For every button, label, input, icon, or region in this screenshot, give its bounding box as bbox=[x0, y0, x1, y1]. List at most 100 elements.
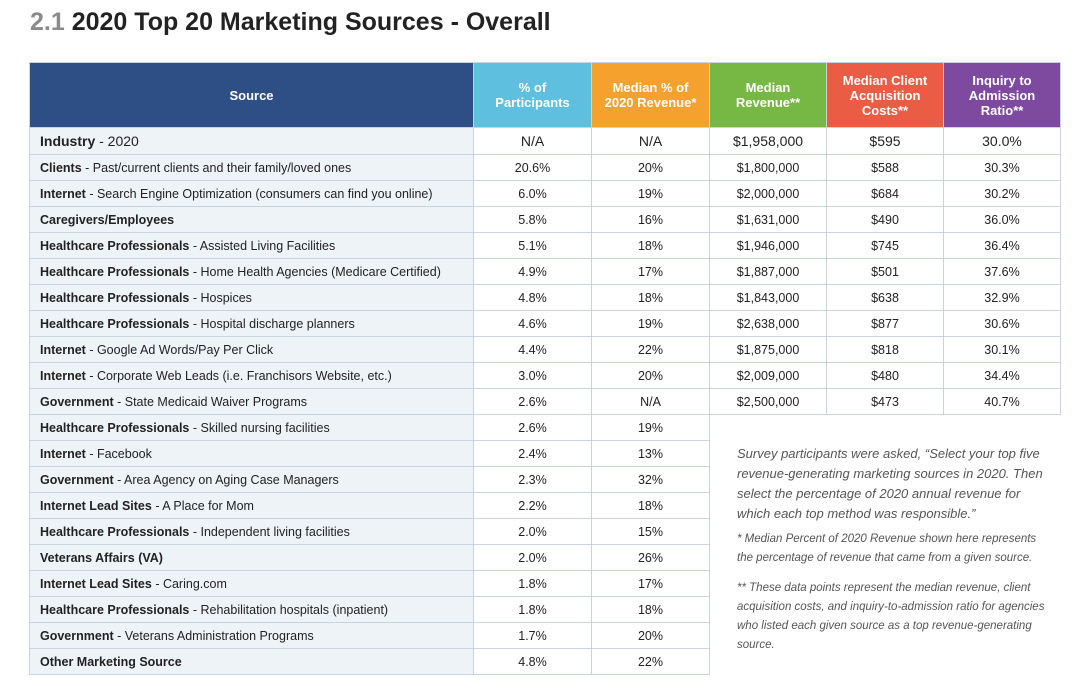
survey-question-note: Survey participants were asked, “Select … bbox=[737, 446, 1043, 521]
empty-cell bbox=[709, 414, 1061, 441]
median-revenue-cell: $1,631,000 bbox=[709, 206, 827, 233]
source-cell: Healthcare Professionals - Rehabilitatio… bbox=[29, 596, 474, 623]
participants-cell: 4.6% bbox=[473, 310, 592, 337]
median-revenue-cell: $1,958,000 bbox=[709, 127, 827, 155]
median-pct-cell: 18% bbox=[591, 492, 710, 519]
empty-cell bbox=[709, 622, 1061, 649]
source-cell: Caregivers/Employees bbox=[29, 206, 474, 233]
source-cell: Internet - Google Ad Words/Pay Per Click bbox=[29, 336, 474, 363]
participants-cell: 2.4% bbox=[473, 440, 592, 467]
source-cell: Internet Lead Sites - A Place for Mom bbox=[29, 492, 474, 519]
source-cell: Healthcare Professionals - Assisted Livi… bbox=[29, 232, 474, 259]
inquiry-ratio-cell: 37.6% bbox=[943, 258, 1061, 285]
median-pct-cell: 16% bbox=[591, 206, 710, 233]
table-row: Healthcare Professionals - Rehabilitatio… bbox=[29, 596, 1061, 623]
header-participants: % of Participants bbox=[473, 62, 592, 128]
participants-cell: 2.0% bbox=[473, 544, 592, 571]
survey-notes: Survey participants were asked, “Select … bbox=[737, 444, 1052, 655]
acquisition-cost-cell: $588 bbox=[826, 154, 944, 181]
inquiry-ratio-cell: 30.0% bbox=[943, 127, 1061, 155]
header-acquisition-costs: Median Client Acquisition Costs** bbox=[826, 62, 944, 128]
participants-cell: 5.8% bbox=[473, 206, 592, 233]
table-row: Other Marketing Source 4.8% 22% bbox=[29, 648, 1061, 675]
acquisition-cost-cell: $595 bbox=[826, 127, 944, 155]
empty-cell bbox=[709, 466, 1061, 493]
source-cell: Other Marketing Source bbox=[29, 648, 474, 675]
source-cell: Internet - Corporate Web Leads (i.e. Fra… bbox=[29, 362, 474, 389]
table-row: Internet - Search Engine Optimization (c… bbox=[29, 180, 1061, 207]
acquisition-cost-cell: $480 bbox=[826, 362, 944, 389]
median-revenue-cell: $2,000,000 bbox=[709, 180, 827, 207]
acquisition-cost-cell: $638 bbox=[826, 284, 944, 311]
header-median-revenue: Median Revenue** bbox=[709, 62, 827, 128]
median-pct-cell: 22% bbox=[591, 648, 710, 675]
table-row: Internet - Corporate Web Leads (i.e. Fra… bbox=[29, 362, 1061, 389]
source-cell: Internet - Facebook bbox=[29, 440, 474, 467]
inquiry-ratio-cell: 34.4% bbox=[943, 362, 1061, 389]
median-revenue-cell: $1,875,000 bbox=[709, 336, 827, 363]
median-pct-cell: 20% bbox=[591, 154, 710, 181]
participants-cell: 2.6% bbox=[473, 414, 592, 441]
header-median-pct: Median % of 2020 Revenue* bbox=[591, 62, 710, 128]
empty-cell bbox=[709, 648, 1061, 675]
inquiry-ratio-cell: 40.7% bbox=[943, 388, 1061, 415]
empty-cell bbox=[709, 518, 1061, 545]
median-pct-cell: 19% bbox=[591, 414, 710, 441]
participants-cell: 4.8% bbox=[473, 284, 592, 311]
participants-cell: 1.8% bbox=[473, 570, 592, 597]
empty-cell bbox=[709, 570, 1061, 597]
median-revenue-cell: $1,887,000 bbox=[709, 258, 827, 285]
median-revenue-cell: $2,500,000 bbox=[709, 388, 827, 415]
acquisition-cost-cell: $490 bbox=[826, 206, 944, 233]
table-row: Veterans Affairs (VA) 2.0% 26% bbox=[29, 544, 1061, 571]
table-row: Healthcare Professionals - Home Health A… bbox=[29, 258, 1061, 285]
marketing-sources-table: Source % of Participants Median % of 202… bbox=[29, 62, 1061, 675]
footnote-median-revenue: ** These data points represent the media… bbox=[737, 582, 1045, 651]
source-cell: Industry - 2020 bbox=[29, 127, 474, 155]
participants-cell: 2.0% bbox=[473, 518, 592, 545]
source-cell: Government - Area Agency on Aging Case M… bbox=[29, 466, 474, 493]
inquiry-ratio-cell: 32.9% bbox=[943, 284, 1061, 311]
median-revenue-cell: $1,946,000 bbox=[709, 232, 827, 259]
inquiry-ratio-cell: 36.4% bbox=[943, 232, 1061, 259]
header-inquiry-ratio: Inquiry to Admission Ratio** bbox=[943, 62, 1061, 128]
source-cell: Healthcare Professionals - Home Health A… bbox=[29, 258, 474, 285]
section-number: 2.1 bbox=[30, 8, 65, 36]
median-pct-cell: 20% bbox=[591, 622, 710, 649]
header-row: Source % of Participants Median % of 202… bbox=[29, 62, 1061, 128]
participants-cell: 1.7% bbox=[473, 622, 592, 649]
median-revenue-cell: $1,800,000 bbox=[709, 154, 827, 181]
median-pct-cell: N/A bbox=[591, 388, 710, 415]
header-source: Source bbox=[29, 62, 474, 128]
source-cell: Veterans Affairs (VA) bbox=[29, 544, 474, 571]
empty-cell bbox=[709, 492, 1061, 519]
source-cell: Healthcare Professionals - Skilled nursi… bbox=[29, 414, 474, 441]
acquisition-cost-cell: $818 bbox=[826, 336, 944, 363]
median-pct-cell: 22% bbox=[591, 336, 710, 363]
participants-cell: 4.4% bbox=[473, 336, 592, 363]
table-row: Healthcare Professionals - Assisted Livi… bbox=[29, 232, 1061, 259]
source-cell: Internet Lead Sites - Caring.com bbox=[29, 570, 474, 597]
median-revenue-cell: $1,843,000 bbox=[709, 284, 827, 311]
participants-cell: 2.3% bbox=[473, 466, 592, 493]
source-cell: Government - Veterans Administration Pro… bbox=[29, 622, 474, 649]
industry-row: Industry - 2020 N/A N/A $1,958,000 $595 … bbox=[29, 127, 1061, 155]
table-row: Government - State Medicaid Waiver Progr… bbox=[29, 388, 1061, 415]
table-row: Healthcare Professionals - Independent l… bbox=[29, 518, 1061, 545]
inquiry-ratio-cell: 30.3% bbox=[943, 154, 1061, 181]
median-pct-cell: 17% bbox=[591, 258, 710, 285]
acquisition-cost-cell: $684 bbox=[826, 180, 944, 207]
median-pct-cell: 20% bbox=[591, 362, 710, 389]
table-row: Internet - Facebook 2.4% 13% bbox=[29, 440, 1061, 467]
participants-cell: 5.1% bbox=[473, 232, 592, 259]
median-pct-cell: 18% bbox=[591, 284, 710, 311]
participants-cell: 2.2% bbox=[473, 492, 592, 519]
source-cell: Internet - Search Engine Optimization (c… bbox=[29, 180, 474, 207]
participants-cell: 4.8% bbox=[473, 648, 592, 675]
source-cell: Healthcare Professionals - Hospices bbox=[29, 284, 474, 311]
source-cell: Healthcare Professionals - Independent l… bbox=[29, 518, 474, 545]
participants-cell: 1.8% bbox=[473, 596, 592, 623]
source-cell: Clients - Past/current clients and their… bbox=[29, 154, 474, 181]
median-pct-cell: 17% bbox=[591, 570, 710, 597]
median-revenue-cell: $2,009,000 bbox=[709, 362, 827, 389]
